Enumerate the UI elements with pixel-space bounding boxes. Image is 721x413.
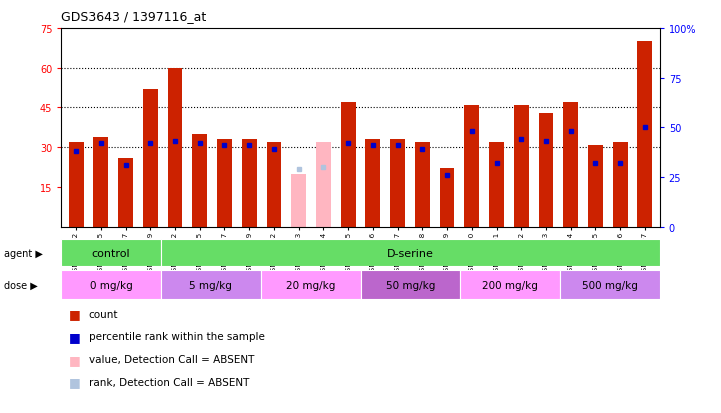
Bar xyxy=(267,142,281,227)
Text: control: control xyxy=(92,248,131,258)
Bar xyxy=(366,140,380,227)
Bar xyxy=(637,42,653,227)
Bar xyxy=(217,140,232,227)
Bar xyxy=(588,145,603,227)
Bar xyxy=(242,140,257,227)
Text: 50 mg/kg: 50 mg/kg xyxy=(386,280,435,290)
Text: percentile rank within the sample: percentile rank within the sample xyxy=(89,332,265,342)
Text: count: count xyxy=(89,309,118,319)
Bar xyxy=(316,142,331,227)
Text: value, Detection Call = ABSENT: value, Detection Call = ABSENT xyxy=(89,354,254,364)
Bar xyxy=(560,271,660,299)
Text: ■: ■ xyxy=(68,307,80,320)
Bar xyxy=(61,271,161,299)
Text: ■: ■ xyxy=(68,375,80,389)
Bar xyxy=(193,135,207,227)
Text: agent ▶: agent ▶ xyxy=(4,248,43,258)
Text: ■: ■ xyxy=(68,353,80,366)
Text: 0 mg/kg: 0 mg/kg xyxy=(90,280,133,290)
Text: 500 mg/kg: 500 mg/kg xyxy=(582,280,638,290)
Bar xyxy=(489,142,504,227)
Bar xyxy=(341,103,355,227)
Bar xyxy=(563,103,578,227)
Bar xyxy=(161,271,261,299)
Bar xyxy=(143,90,158,227)
Bar xyxy=(464,106,479,227)
Bar xyxy=(291,174,306,227)
Bar xyxy=(390,140,405,227)
Bar xyxy=(94,137,108,227)
Text: 5 mg/kg: 5 mg/kg xyxy=(190,280,232,290)
Text: ■: ■ xyxy=(68,330,80,343)
Bar xyxy=(118,159,133,227)
Text: D-serine: D-serine xyxy=(387,248,434,258)
Bar xyxy=(415,142,430,227)
Bar xyxy=(460,271,560,299)
Bar xyxy=(514,106,528,227)
Bar xyxy=(167,69,182,227)
Bar xyxy=(440,169,454,227)
Text: 200 mg/kg: 200 mg/kg xyxy=(482,280,538,290)
Bar xyxy=(539,114,554,227)
Bar xyxy=(161,240,660,266)
Text: GDS3643 / 1397116_at: GDS3643 / 1397116_at xyxy=(61,10,206,23)
Bar xyxy=(68,142,84,227)
Bar xyxy=(360,271,460,299)
Text: rank, Detection Call = ABSENT: rank, Detection Call = ABSENT xyxy=(89,377,249,387)
Text: dose ▶: dose ▶ xyxy=(4,280,37,290)
Bar xyxy=(261,271,360,299)
Bar xyxy=(613,142,627,227)
Text: 20 mg/kg: 20 mg/kg xyxy=(286,280,335,290)
Bar xyxy=(61,240,161,266)
